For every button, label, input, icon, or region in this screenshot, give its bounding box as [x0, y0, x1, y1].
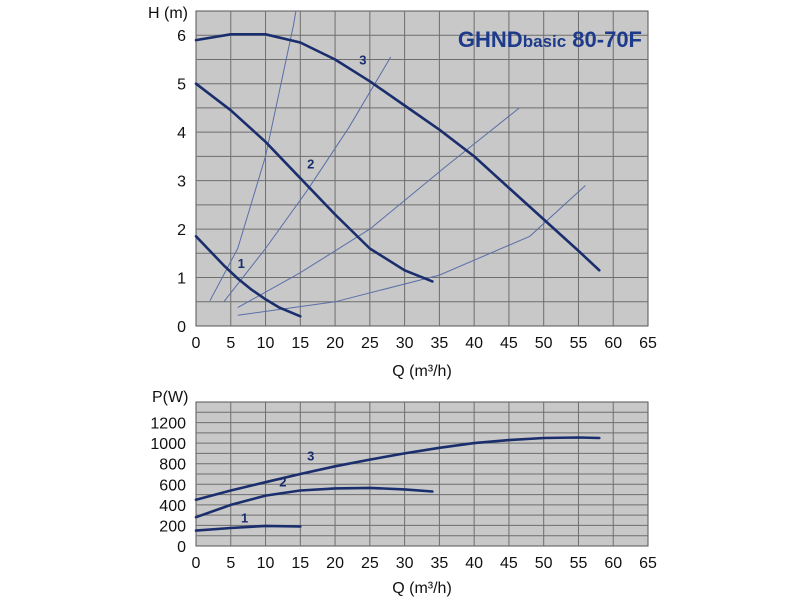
- x-tick-label: 10: [257, 555, 275, 572]
- title-sub: basic: [523, 32, 566, 51]
- x-tick-label: 55: [570, 555, 588, 572]
- x-tick-label: 50: [535, 555, 553, 572]
- chart-title: GHNDbasic 80-70F: [458, 27, 642, 52]
- y-tick-label: 6: [177, 28, 186, 45]
- x-tick-label: 10: [257, 335, 275, 352]
- series-3-label: 3: [307, 449, 314, 464]
- y-tick-label: 1000: [150, 436, 186, 453]
- x-tick-label: 65: [639, 555, 657, 572]
- y-tick-label: 0: [177, 539, 186, 556]
- series-1-line: [194, 235, 302, 318]
- x-tick-label: 35: [430, 555, 448, 572]
- x-tick-label: 15: [291, 335, 309, 352]
- x-tick-label: 0: [192, 335, 201, 352]
- x-tick-label: 30: [396, 335, 414, 352]
- series-2-line: [194, 486, 434, 519]
- x-tick-label: 60: [604, 555, 622, 572]
- y-tick-label: 4: [177, 125, 186, 142]
- x-tick-label: 35: [430, 335, 448, 352]
- x-tick-label: 25: [361, 555, 379, 572]
- system-curve-line: [237, 107, 520, 309]
- x-tick-label: 20: [326, 555, 344, 572]
- x-tick-label: 45: [500, 555, 518, 572]
- power-ticks: 0 5 10 15 20 25 30 35 40 45 50 55 60 65 0 200 400 600 800 1…: [150, 416, 657, 572]
- series-3-line: [194, 33, 601, 272]
- title-model: 80-70F: [566, 27, 642, 52]
- x-tick-label: 50: [535, 335, 553, 352]
- head-series: 1 2 3: [194, 33, 601, 318]
- y-tick-label: 1200: [150, 416, 186, 433]
- x-tick-label: 65: [639, 335, 657, 352]
- head-y-axis-label: H (m): [148, 5, 188, 22]
- system-curves: [209, 11, 586, 316]
- series-3-line: [194, 436, 601, 501]
- x-tick-label: 45: [500, 335, 518, 352]
- x-tick-label: 25: [361, 335, 379, 352]
- series-1-label: 1: [241, 510, 248, 525]
- y-tick-label: 3: [177, 174, 186, 191]
- x-tick-label: 40: [465, 335, 483, 352]
- head-plot-area: [195, 10, 649, 327]
- series-2-line: [194, 82, 434, 283]
- series-3-label: 3: [359, 52, 366, 67]
- series-2-label: 2: [307, 157, 314, 172]
- power-series: 1 2 3: [194, 436, 601, 532]
- system-curve-line: [237, 185, 586, 316]
- power-x-axis-label: Q (m³/h): [392, 580, 452, 597]
- y-tick-label: 2: [177, 222, 186, 239]
- series-2-label: 2: [279, 474, 286, 489]
- y-tick-label: 600: [159, 477, 186, 494]
- x-tick-label: 15: [291, 555, 309, 572]
- power-y-axis-label: P(W): [152, 389, 188, 406]
- series-1-label: 1: [238, 256, 245, 271]
- power-flow-chart: 1 2 3 0 5 10 15 20 25 30 35 40 45 50 55 60 65 0 200 400 600…: [150, 389, 657, 597]
- system-curve-line: [209, 11, 297, 302]
- y-tick-label: 5: [177, 77, 186, 94]
- x-tick-label: 55: [570, 335, 588, 352]
- power-grid: [196, 402, 648, 546]
- y-tick-label: 0: [177, 319, 186, 336]
- x-tick-label: 0: [192, 555, 201, 572]
- y-tick-label: 800: [159, 457, 186, 474]
- head-x-axis-label: Q (m³/h): [392, 363, 452, 380]
- x-tick-label: 40: [465, 555, 483, 572]
- x-tick-label: 20: [326, 335, 344, 352]
- title-main: GHND: [458, 27, 523, 52]
- x-tick-label: 60: [604, 335, 622, 352]
- x-tick-label: 30: [396, 555, 414, 572]
- x-tick-label: 5: [226, 555, 235, 572]
- y-tick-label: 200: [159, 518, 186, 535]
- series-1-line: [194, 524, 302, 532]
- y-tick-label: 400: [159, 498, 186, 515]
- y-tick-label: 1: [177, 271, 186, 288]
- system-curve-line: [223, 56, 392, 303]
- x-tick-label: 5: [226, 335, 235, 352]
